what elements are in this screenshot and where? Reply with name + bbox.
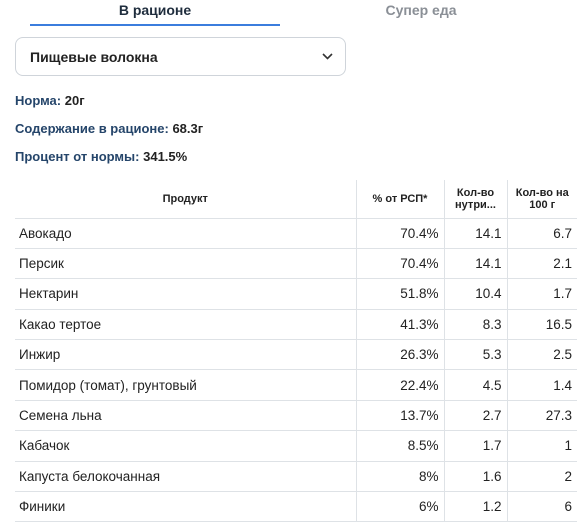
product-cell: Помидор (томат), грунтовый bbox=[19, 377, 197, 393]
percent-label: Процент от нормы: bbox=[15, 149, 140, 164]
per100-cell: 2 bbox=[506, 461, 577, 492]
percent-cell: 41.3% bbox=[355, 309, 444, 340]
header-per-100g[interactable]: Кол-во на 100 г bbox=[506, 180, 577, 218]
per100-cell: 2.1 bbox=[506, 248, 577, 279]
percent-cell: 8.5% bbox=[355, 430, 444, 462]
per100-cell: 1.4 bbox=[506, 369, 577, 401]
nutrient-select[interactable]: Пищевые волокна bbox=[15, 37, 346, 76]
per100-cell: 2.5 bbox=[506, 339, 577, 370]
table-header-row: Продукт % от РСП* Кол-во нутри... Кол-во… bbox=[15, 180, 577, 218]
amount-cell: 8.3 bbox=[443, 309, 507, 340]
percent-cell: 22.4% bbox=[355, 369, 444, 401]
percent-cell: 8% bbox=[355, 461, 444, 492]
product-cell: Персик bbox=[19, 256, 64, 272]
product-cell: Инжир bbox=[19, 347, 61, 363]
amount-cell: 10.4 bbox=[443, 278, 507, 310]
content-stat: Содержание в рационе: 68.3г bbox=[15, 121, 203, 136]
product-cell: Семена льна bbox=[19, 408, 102, 424]
products-table: Продукт % от РСП* Кол-во нутри... Кол-во… bbox=[15, 180, 577, 522]
per100-cell: 16.5 bbox=[506, 309, 577, 340]
norm-label: Норма: bbox=[15, 93, 62, 108]
percent-cell: 6% bbox=[355, 491, 444, 522]
product-cell: Капуста белокочанная bbox=[19, 468, 161, 484]
product-cell: Какао тертое bbox=[19, 316, 102, 332]
amount-cell: 2.7 bbox=[443, 400, 507, 431]
amount-cell: 14.1 bbox=[443, 248, 507, 279]
table-row[interactable]: Кабачок 8.5% 1.7 1 bbox=[15, 430, 577, 462]
tab-super-food[interactable]: Супер еда bbox=[385, 2, 457, 18]
amount-cell: 1.6 bbox=[443, 461, 507, 492]
percent-cell: 13.7% bbox=[355, 400, 444, 431]
percent-stat: Процент от нормы: 341.5% bbox=[15, 149, 187, 164]
amount-cell: 4.5 bbox=[443, 369, 507, 401]
percent-cell: 70.4% bbox=[355, 218, 444, 249]
product-cell: Нектарин bbox=[19, 286, 79, 302]
content-value: 68.3г bbox=[172, 121, 204, 136]
amount-cell: 1.2 bbox=[443, 491, 507, 522]
nutrient-select-value: Пищевые волокна bbox=[30, 48, 158, 65]
norm-value: 20г bbox=[64, 93, 85, 108]
per100-cell: 6.7 bbox=[506, 218, 577, 249]
product-cell: Кабачок bbox=[19, 438, 70, 454]
table-row[interactable]: Помидор (томат), грунтовый 22.4% 4.5 1.4 bbox=[15, 369, 577, 401]
percent-cell: 70.4% bbox=[355, 248, 444, 279]
norm-stat: Норма: 20г bbox=[15, 93, 85, 108]
product-cell: Авокадо bbox=[19, 225, 72, 241]
amount-cell: 14.1 bbox=[443, 218, 507, 249]
percent-value: 341.5% bbox=[143, 149, 188, 164]
table-row[interactable]: Семена льна 13.7% 2.7 27.3 bbox=[15, 400, 577, 431]
percent-cell: 26.3% bbox=[355, 339, 444, 370]
product-cell: Финики bbox=[19, 499, 66, 515]
table-row[interactable]: Инжир 26.3% 5.3 2.5 bbox=[15, 339, 577, 370]
table-row[interactable]: Капуста белокочанная 8% 1.6 2 bbox=[15, 461, 577, 492]
per100-cell: 6 bbox=[506, 491, 577, 522]
per100-cell: 1 bbox=[506, 430, 577, 462]
table-row[interactable]: Какао тертое 41.3% 8.3 16.5 bbox=[15, 309, 577, 340]
percent-cell: 51.8% bbox=[355, 278, 444, 310]
header-product[interactable]: Продукт bbox=[162, 192, 208, 205]
table-row[interactable]: Авокадо 70.4% 14.1 6.7 bbox=[15, 218, 577, 249]
amount-cell: 5.3 bbox=[443, 339, 507, 370]
header-nutrient-amount[interactable]: Кол-во нутри... bbox=[443, 180, 507, 218]
per100-cell: 1.7 bbox=[506, 278, 577, 310]
header-percent-rsp[interactable]: % от РСП* bbox=[355, 180, 444, 218]
amount-cell: 1.7 bbox=[443, 430, 507, 462]
per100-cell: 27.3 bbox=[506, 400, 577, 431]
content-label: Содержание в рационе: bbox=[15, 121, 169, 136]
table-row[interactable]: Нектарин 51.8% 10.4 1.7 bbox=[15, 278, 577, 310]
tab-in-diet[interactable]: В рационе bbox=[30, 0, 280, 26]
table-row[interactable]: Финики 6% 1.2 6 bbox=[15, 491, 577, 522]
tab-bar: В рационе Супер еда bbox=[0, 0, 582, 26]
chevron-down-icon bbox=[321, 51, 333, 63]
table-row[interactable]: Персик 70.4% 14.1 2.1 bbox=[15, 248, 577, 279]
